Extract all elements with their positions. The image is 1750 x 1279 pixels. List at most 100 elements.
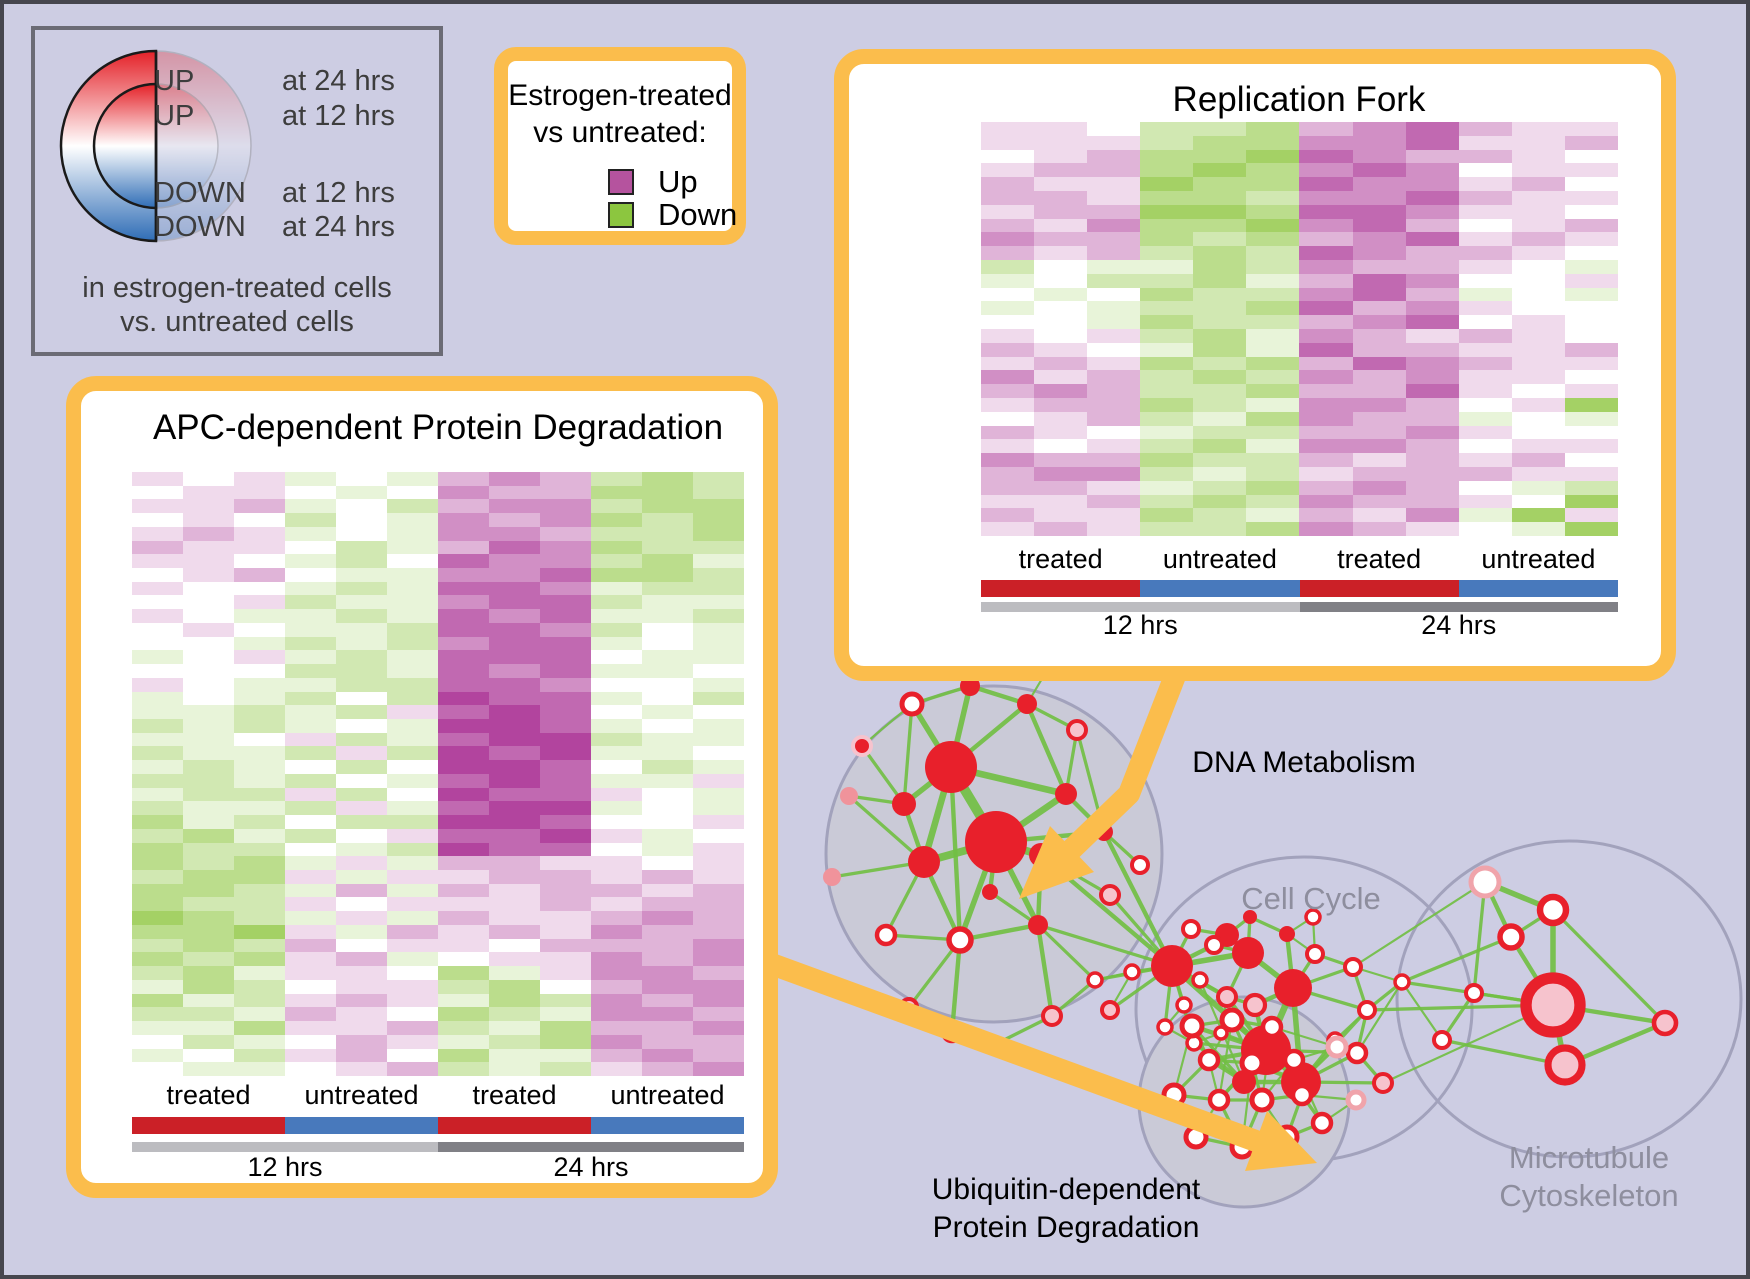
heatmap-cell bbox=[336, 938, 387, 953]
heatmap-cell bbox=[1299, 439, 1353, 454]
heatmap-cell bbox=[540, 746, 591, 761]
heatmap-cell bbox=[132, 979, 183, 994]
heatmap-cell bbox=[591, 842, 642, 857]
network-node bbox=[1260, 1015, 1284, 1039]
heatmap-cell bbox=[183, 966, 234, 980]
heatmap-cell bbox=[438, 883, 489, 898]
heatmap-cell bbox=[1405, 439, 1459, 454]
heatmap-cell bbox=[285, 622, 336, 637]
heatmap-cell bbox=[1564, 425, 1618, 440]
heatmap-cell bbox=[1087, 425, 1141, 440]
network-node bbox=[1099, 884, 1121, 906]
heatmap-cell bbox=[1087, 163, 1141, 178]
heatmap-cell bbox=[1140, 342, 1194, 357]
heatmap-cell bbox=[1246, 522, 1300, 536]
heatmap-cell bbox=[489, 554, 540, 569]
heatmap-cell bbox=[540, 622, 591, 637]
heatmap-cell bbox=[642, 609, 693, 623]
network-node bbox=[1232, 937, 1264, 969]
heatmap-cell bbox=[234, 966, 285, 980]
heatmap-cell bbox=[1087, 370, 1141, 385]
heatmap-cell bbox=[1405, 301, 1459, 316]
heatmap-cell bbox=[1458, 177, 1512, 191]
heatmap-cell bbox=[693, 485, 744, 500]
condition-label: untreated bbox=[304, 1080, 419, 1110]
network-edge bbox=[1400, 980, 1444, 1042]
heatmap-cell bbox=[1140, 259, 1194, 274]
heatmap-cell bbox=[693, 1034, 744, 1049]
heatmap-cell bbox=[1299, 259, 1353, 274]
legend-down-24-dir: DOWN bbox=[154, 211, 246, 243]
heatmap-cell bbox=[387, 1048, 438, 1063]
heatmap-cell bbox=[438, 691, 489, 706]
heatmap-cell bbox=[591, 595, 642, 610]
heatmap-cell bbox=[1140, 287, 1194, 302]
heatmap-cell bbox=[387, 554, 438, 569]
heatmap-cell bbox=[540, 568, 591, 582]
heatmap-cell bbox=[1352, 480, 1406, 495]
heatmap-cell bbox=[1034, 190, 1088, 205]
heatmap-cell bbox=[438, 979, 489, 994]
legend-down-12-time: at 12 hrs bbox=[282, 177, 395, 209]
heatmap-cell bbox=[336, 746, 387, 761]
heatmap-cell bbox=[1405, 356, 1459, 371]
heatmap-cell bbox=[540, 581, 591, 596]
heatmap-cell bbox=[1511, 411, 1565, 426]
heatmap-cell bbox=[1299, 342, 1353, 357]
heatmap-cell bbox=[1246, 287, 1300, 302]
heatmap-cell bbox=[132, 540, 183, 555]
heatmap-cell bbox=[489, 842, 540, 857]
down-color-swatch bbox=[608, 202, 634, 228]
heatmap-cell bbox=[1458, 411, 1512, 426]
network-node bbox=[1156, 1018, 1174, 1036]
heatmap-cell bbox=[981, 522, 1035, 536]
heatmap-cell bbox=[642, 787, 693, 802]
heatmap-cell bbox=[1458, 246, 1512, 260]
heatmap-cell bbox=[1246, 508, 1300, 523]
heatmap-cell bbox=[438, 499, 489, 514]
heatmap-cell bbox=[336, 636, 387, 651]
heatmap-cell bbox=[234, 595, 285, 610]
heatmap-cell bbox=[489, 1034, 540, 1049]
heatmap-cell bbox=[387, 760, 438, 774]
heatmap-cell bbox=[1246, 328, 1300, 343]
updown-legend-title2: vs untreated: bbox=[533, 116, 707, 149]
heatmap-cell bbox=[1034, 301, 1088, 316]
heatmap-cell bbox=[489, 718, 540, 733]
heatmap-cell bbox=[642, 636, 693, 651]
heatmap-cell bbox=[183, 993, 234, 1008]
heatmap-cell bbox=[1564, 522, 1618, 536]
heatmap-cell bbox=[540, 911, 591, 925]
heatmap-cell bbox=[234, 828, 285, 843]
heatmap-cell bbox=[183, 773, 234, 788]
heatmap-cell bbox=[132, 952, 183, 967]
heatmap-cell bbox=[183, 485, 234, 500]
heatmap-cell bbox=[1034, 328, 1088, 343]
heatmap-cell bbox=[1034, 453, 1088, 467]
heatmap-cell bbox=[285, 993, 336, 1008]
network-node bbox=[1055, 783, 1077, 805]
heatmap-cell bbox=[540, 856, 591, 870]
heatmap-cell bbox=[1140, 163, 1194, 178]
heatmap-cell bbox=[1564, 301, 1618, 316]
heatmap-cell bbox=[234, 554, 285, 569]
heatmap-cell bbox=[183, 897, 234, 912]
heatmap-cell bbox=[285, 677, 336, 692]
heatmap-cell bbox=[183, 924, 234, 939]
condition-bar bbox=[132, 1117, 285, 1134]
heatmap-cell bbox=[1193, 411, 1247, 426]
heatmap-cell bbox=[132, 526, 183, 541]
heatmap-cell bbox=[1140, 453, 1194, 467]
heatmap-cell bbox=[1352, 246, 1406, 260]
heatmap-cell bbox=[285, 883, 336, 898]
heatmap-cell bbox=[1458, 149, 1512, 164]
heatmap-cell bbox=[540, 554, 591, 569]
heatmap-cell bbox=[1034, 508, 1088, 523]
heatmap-cell bbox=[387, 911, 438, 925]
network-node bbox=[965, 811, 1027, 873]
heatmap-cell bbox=[183, 499, 234, 514]
heatmap-cell bbox=[438, 568, 489, 582]
heatmap-cell bbox=[642, 499, 693, 514]
heatmap-cell bbox=[438, 472, 489, 486]
network-node bbox=[1242, 992, 1268, 1018]
